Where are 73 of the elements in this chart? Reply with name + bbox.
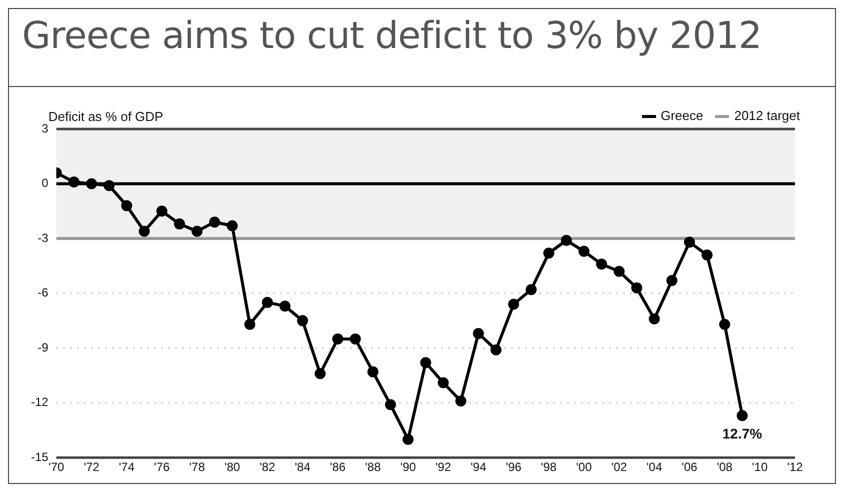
x-tick-label: '98 bbox=[540, 460, 557, 474]
point bbox=[121, 200, 132, 212]
y-tick-label: -9 bbox=[38, 340, 49, 354]
point bbox=[244, 318, 256, 330]
point bbox=[86, 178, 98, 190]
x-tick-label: '82 bbox=[260, 460, 276, 474]
y-tick-label: -15 bbox=[31, 450, 49, 464]
x-tick-label: '86 bbox=[330, 460, 346, 474]
x-tick-label: '88 bbox=[365, 460, 382, 474]
x-tick-label: '76 bbox=[154, 460, 170, 474]
x-tick-label: '80 bbox=[224, 460, 240, 474]
y-tick-label: -6 bbox=[38, 286, 49, 300]
point bbox=[332, 333, 344, 344]
x-tick-label: '94 bbox=[470, 460, 487, 474]
point bbox=[666, 275, 678, 286]
point bbox=[226, 220, 238, 232]
point bbox=[402, 434, 414, 445]
point bbox=[472, 328, 484, 339]
point bbox=[614, 266, 625, 277]
x-tick-label: '92 bbox=[435, 460, 452, 474]
point bbox=[543, 248, 554, 259]
point bbox=[279, 300, 290, 312]
point bbox=[578, 246, 590, 257]
point bbox=[174, 218, 185, 230]
legend-label: 2012 target bbox=[733, 108, 800, 123]
x-tick-label: '90 bbox=[400, 460, 416, 474]
x-tick-label: '72 bbox=[84, 460, 100, 474]
x-tick-label: '10 bbox=[752, 460, 768, 474]
x-tick-label: '08 bbox=[716, 460, 733, 474]
y-tick-label: 0 bbox=[42, 176, 49, 190]
point bbox=[420, 357, 432, 368]
point bbox=[455, 396, 466, 407]
x-tick-label: '74 bbox=[118, 460, 135, 474]
point bbox=[138, 226, 150, 237]
point bbox=[104, 180, 115, 192]
legend-label: Greece bbox=[660, 108, 704, 123]
y-tick-label: -3 bbox=[38, 230, 49, 245]
point bbox=[526, 284, 537, 296]
point bbox=[350, 333, 361, 344]
x-tick-label: '70 bbox=[48, 460, 64, 474]
x-tick-label: '02 bbox=[611, 460, 628, 474]
x-tick-label: '78 bbox=[189, 460, 206, 474]
point bbox=[192, 226, 203, 237]
point bbox=[596, 258, 608, 270]
y-tick-label: -12 bbox=[31, 395, 49, 410]
x-tick-label: '00 bbox=[576, 460, 592, 474]
point bbox=[684, 236, 695, 248]
point bbox=[68, 176, 80, 188]
point bbox=[156, 206, 168, 217]
point bbox=[702, 249, 713, 260]
point bbox=[385, 399, 396, 410]
x-tick-label: '96 bbox=[506, 460, 522, 474]
chart-title: Greece aims to cut deficit to 3% by 2012 bbox=[22, 14, 762, 57]
point bbox=[508, 298, 520, 310]
y-axis-title: Deficit as % of GDP bbox=[48, 109, 164, 124]
point bbox=[719, 318, 730, 330]
point bbox=[314, 368, 326, 380]
point bbox=[262, 296, 273, 308]
point bbox=[297, 315, 308, 326]
x-tick-label: '04 bbox=[646, 460, 662, 474]
point bbox=[438, 377, 449, 388]
x-tick-label: '06 bbox=[682, 460, 698, 474]
point bbox=[367, 366, 378, 378]
point bbox=[209, 216, 220, 228]
annotation: 12.7% bbox=[722, 425, 763, 442]
point bbox=[631, 282, 642, 294]
y-tick-label: 3 bbox=[42, 121, 49, 136]
point bbox=[648, 313, 660, 324]
x-tick-label: '12 bbox=[787, 460, 804, 474]
point bbox=[560, 234, 572, 246]
point bbox=[736, 410, 748, 422]
x-tick-label: '84 bbox=[294, 460, 311, 474]
point bbox=[490, 344, 502, 356]
